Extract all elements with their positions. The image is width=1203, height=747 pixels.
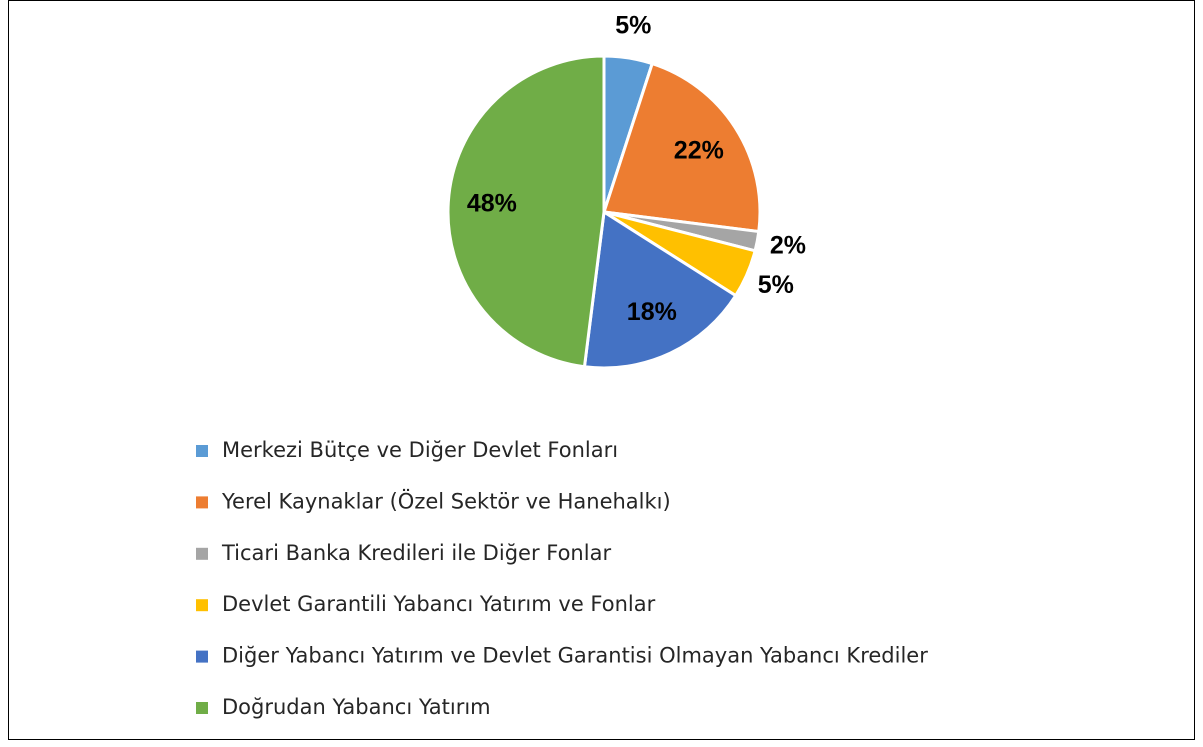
data-label: 5% xyxy=(758,271,794,299)
pie-slice xyxy=(446,54,606,369)
legend-label: Devlet Garantili Yabancı Yatırım ve Fonl… xyxy=(222,592,656,616)
legend-swatch xyxy=(196,599,208,612)
legend-swatch xyxy=(196,445,208,457)
legend-swatch xyxy=(196,496,208,509)
data-label: 5% xyxy=(615,12,651,40)
legend-label: Yerel Kaynaklar (Özel Sektör ve Hanehalk… xyxy=(221,488,671,513)
legend-swatch xyxy=(196,547,208,560)
legend-label: Diğer Yabancı Yatırım ve Devlet Garantis… xyxy=(222,644,928,668)
pie-slice xyxy=(582,209,738,370)
data-label: 48% xyxy=(467,190,517,218)
legend-label: Merkezi Bütçe ve Diğer Devlet Fonları xyxy=(222,438,618,462)
pie-slice xyxy=(602,61,762,234)
legend-label: Ticari Banka Kredileri ile Diğer Fonlar xyxy=(221,541,611,565)
data-label: 22% xyxy=(674,136,724,164)
legend-label: Doğrudan Yabancı Yatırım xyxy=(222,695,491,719)
data-label: 2% xyxy=(770,232,806,260)
legend-swatch xyxy=(196,650,208,663)
legend-swatch xyxy=(196,702,208,714)
data-label: 18% xyxy=(627,298,677,326)
